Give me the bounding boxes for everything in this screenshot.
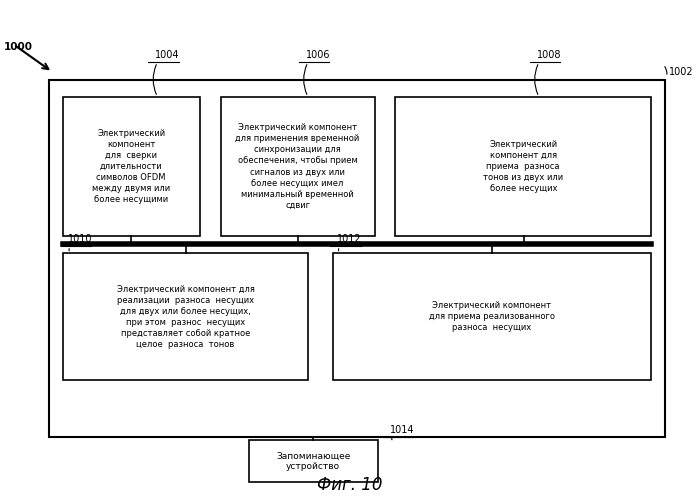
Text: 1004: 1004 bbox=[155, 50, 180, 60]
Bar bbox=[220, 97, 374, 236]
Text: 1008: 1008 bbox=[537, 50, 561, 60]
Bar bbox=[248, 440, 378, 482]
Text: 1012: 1012 bbox=[337, 234, 362, 244]
Bar bbox=[49, 80, 665, 437]
Text: 1002: 1002 bbox=[668, 67, 693, 77]
Bar bbox=[63, 253, 308, 380]
Text: 1006: 1006 bbox=[306, 50, 330, 60]
Text: Запоминающее
устройство: Запоминающее устройство bbox=[276, 451, 351, 471]
Bar bbox=[63, 97, 199, 236]
Bar bbox=[395, 97, 651, 236]
Text: Электрический
компонент для
приема  разноса
тонов из двух или
более несущих: Электрический компонент для приема разно… bbox=[483, 140, 564, 193]
Text: 1000: 1000 bbox=[4, 42, 32, 52]
Text: Фиг. 10: Фиг. 10 bbox=[317, 476, 383, 494]
Bar bbox=[332, 253, 651, 380]
Text: Электрический компонент
для приема реализованного
разноса  несущих: Электрический компонент для приема реали… bbox=[428, 301, 554, 332]
Text: Электрический компонент
для применения временной
синхронизации для
обеспечения, : Электрический компонент для применения в… bbox=[235, 123, 360, 210]
Text: 1014: 1014 bbox=[390, 425, 414, 435]
Text: 1010: 1010 bbox=[68, 234, 92, 244]
Text: Электрический
компонент
для  сверки
длительности
символов OFDM
между двумя или
б: Электрический компонент для сверки длите… bbox=[92, 129, 170, 204]
Text: Электрический компонент для
реализации  разноса  несущих
для двух или более несу: Электрический компонент для реализации р… bbox=[117, 285, 254, 349]
